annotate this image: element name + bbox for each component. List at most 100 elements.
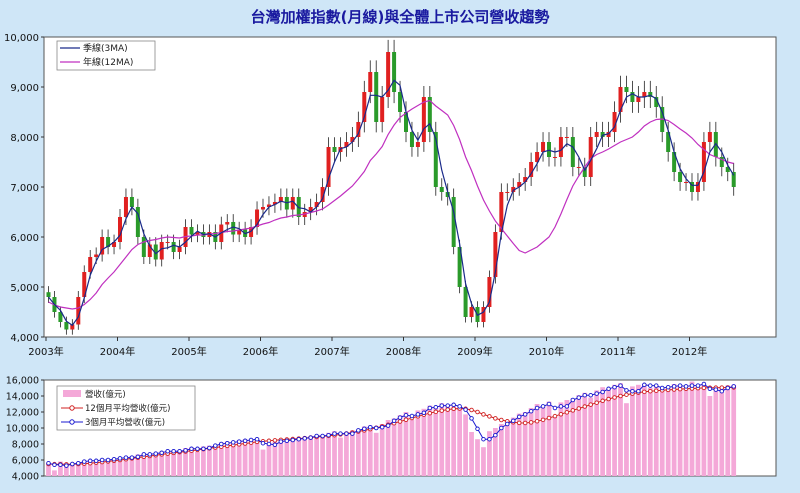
- ma3-point: [540, 404, 546, 409]
- ma3-point: [463, 407, 468, 412]
- candle-body: [58, 312, 63, 322]
- ma3-point: [278, 439, 284, 444]
- revenue-bar: [302, 436, 308, 476]
- ma12-point: [624, 392, 629, 397]
- ma12-point: [475, 409, 480, 415]
- ma3-point: [338, 431, 343, 436]
- ma3-point: [314, 433, 319, 439]
- revenue-bar: [326, 432, 331, 476]
- revenue-bar: [58, 461, 63, 476]
- candle-body: [517, 182, 522, 187]
- candle-body: [362, 92, 367, 122]
- ma3-point: [654, 383, 659, 388]
- revenue-bar: [558, 402, 564, 476]
- revenue-bar: [671, 384, 677, 476]
- candle-body: [135, 207, 140, 237]
- ma3-point: [570, 397, 576, 403]
- candle-body: [463, 287, 468, 317]
- revenue-bar: [612, 384, 617, 476]
- candle-body: [529, 162, 534, 177]
- top-x-tick-label: 2008年: [386, 345, 421, 358]
- top-y-tick-label: 7,000: [10, 183, 39, 194]
- top-x-tick-label: 2006年: [243, 345, 278, 358]
- revenue-bar: [606, 388, 611, 476]
- revenue-bar: [69, 464, 75, 476]
- candle-body: [129, 197, 134, 207]
- ma12-point: [546, 415, 552, 421]
- revenue-bar: [528, 408, 534, 476]
- candle-body: [46, 292, 51, 297]
- ma3-point: [391, 418, 397, 424]
- bottom-y-axis: 4,000 6,000 8,000 10,000 12,000 14,000 16,000: [6, 376, 44, 483]
- ma12-point: [469, 407, 474, 413]
- revenue-bar: [272, 441, 278, 476]
- revenue-bar: [653, 385, 659, 476]
- ma3-point: [403, 412, 409, 418]
- candle-body: [231, 222, 236, 235]
- legend-swatch-revenue: [63, 390, 81, 397]
- candle-body: [636, 97, 641, 102]
- ma3-point: [64, 463, 69, 468]
- ma3-point: [588, 392, 593, 398]
- ma12-point: [594, 400, 599, 405]
- candle-body: [64, 322, 69, 330]
- revenue-bar: [701, 384, 707, 476]
- ma3-point: [594, 391, 599, 396]
- revenue-bar: [242, 439, 248, 476]
- bottom-legend: 營收(億元) 12個月平均營收(億元) 3個月平均營收(億元): [56, 385, 196, 431]
- revenue-bar: [379, 424, 385, 476]
- ma3-point: [254, 436, 260, 442]
- ma3-point: [493, 432, 498, 438]
- revenue-bar: [212, 444, 218, 476]
- ma3-point: [76, 460, 81, 466]
- ma12-point: [433, 409, 439, 415]
- candle-body: [666, 132, 671, 152]
- revenue-bar: [87, 460, 93, 476]
- ma3-point: [528, 408, 534, 414]
- revenue-bar: [534, 404, 540, 476]
- candle-body: [624, 87, 629, 92]
- ma12-point: [445, 407, 450, 412]
- ma3-point: [695, 383, 701, 388]
- ma3-point: [296, 436, 302, 442]
- revenue-bar: [224, 441, 230, 476]
- ma3-point: [99, 457, 105, 463]
- ma3-point: [123, 455, 129, 460]
- candle-body: [255, 209, 260, 227]
- ma3-point: [552, 405, 558, 411]
- ma3-point: [219, 441, 224, 447]
- revenue-bar: [624, 403, 629, 476]
- ma3-point: [612, 384, 617, 390]
- ma12-point: [516, 420, 522, 426]
- candle-body: [690, 182, 694, 192]
- legend-label-quarterly-ma: 季線(3MA): [83, 42, 128, 54]
- candle-body: [451, 197, 456, 247]
- ma12-point: [403, 417, 409, 423]
- top-x-tick-label: 2012年: [672, 345, 707, 358]
- ma3-point: [522, 412, 528, 417]
- ma3-point: [248, 437, 254, 443]
- revenue-bar: [492, 428, 498, 476]
- revenue-bar: [546, 401, 552, 476]
- ma3-point: [320, 433, 325, 439]
- revenue-bar: [105, 459, 111, 476]
- candle-body: [177, 247, 182, 252]
- ma3-point: [421, 410, 427, 416]
- candle-body: [278, 197, 283, 202]
- revenue-bar: [332, 431, 337, 476]
- ma3-point: [689, 383, 695, 388]
- revenue-bar: [391, 418, 397, 476]
- candle-body: [106, 237, 111, 247]
- ma12-point: [427, 410, 433, 416]
- ma3-point: [171, 448, 176, 454]
- revenue-bar: [308, 436, 314, 476]
- candle-body: [719, 157, 724, 167]
- ma3-point: [701, 381, 707, 387]
- ma3-point: [46, 460, 51, 466]
- candle-body: [332, 147, 337, 152]
- revenue-bar: [582, 392, 588, 476]
- candle-body: [290, 197, 295, 210]
- revenue-ma3-points: [46, 381, 736, 468]
- ma3-point: [266, 441, 272, 447]
- revenue-bar: [433, 408, 439, 476]
